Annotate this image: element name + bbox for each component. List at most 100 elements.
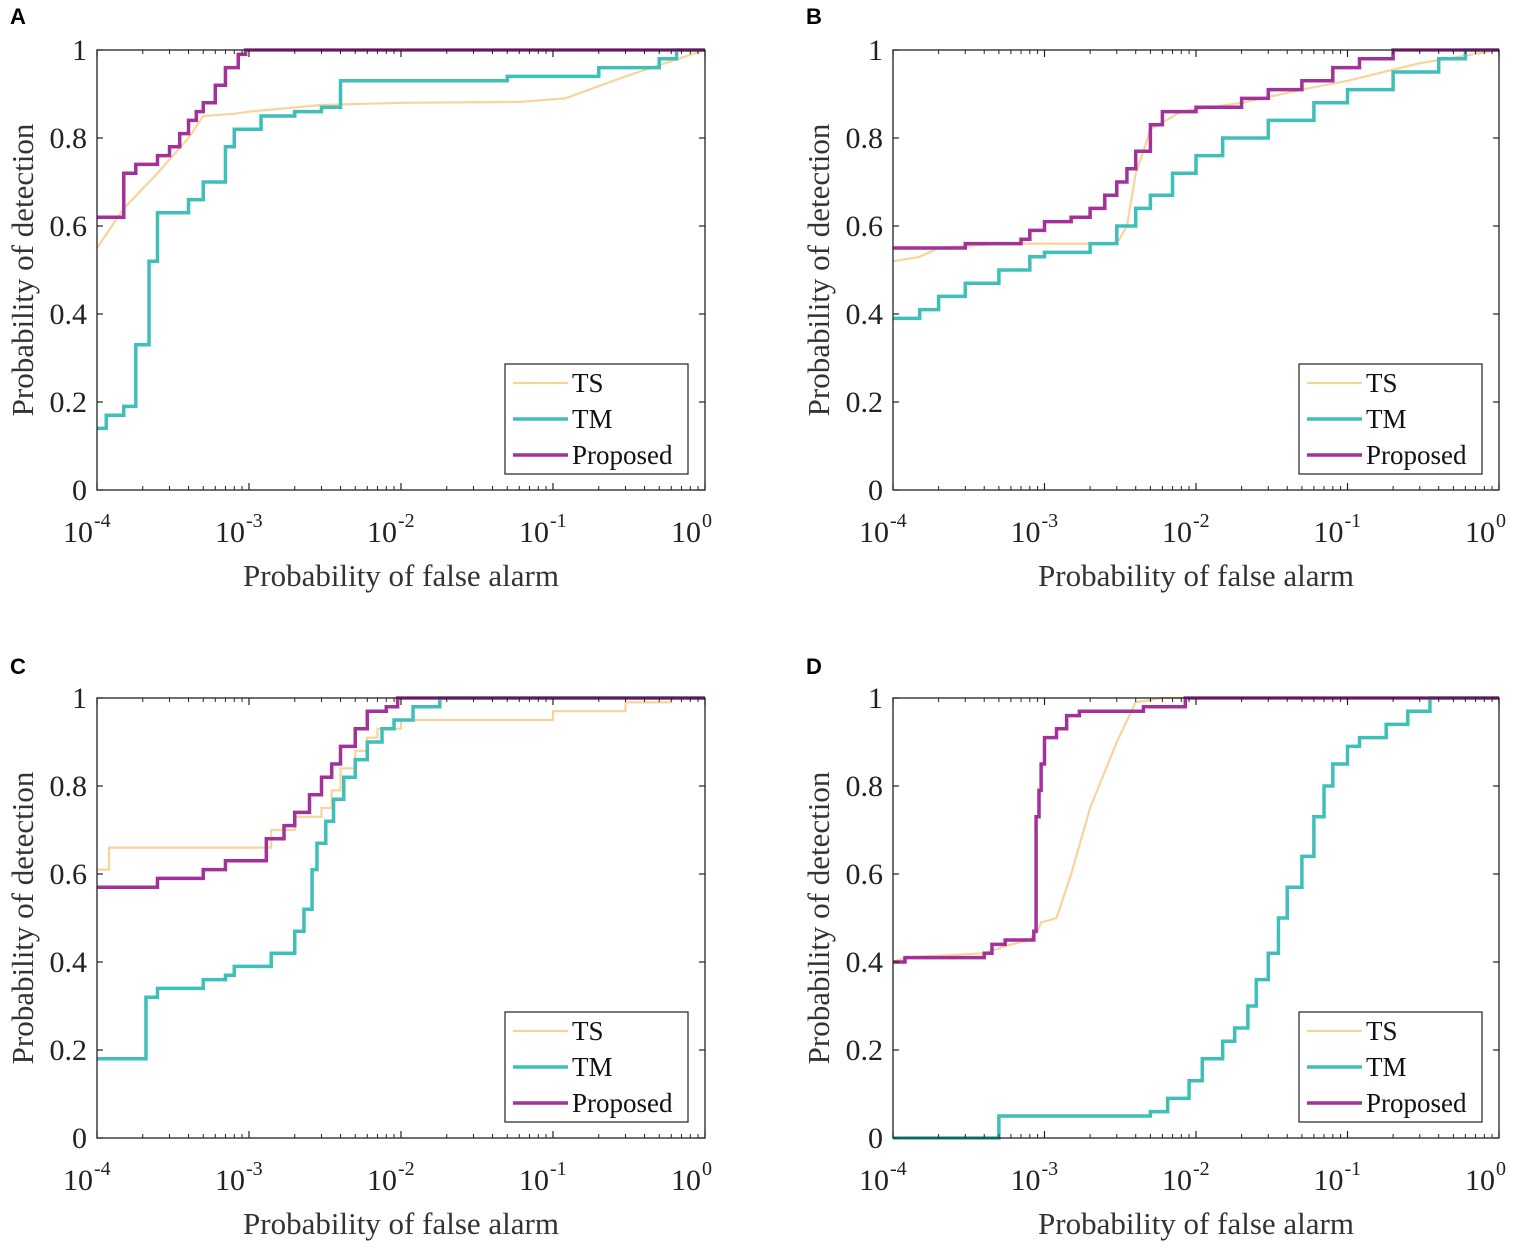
series-line-tm: [893, 696, 1499, 1140]
x-tick-exponent: 0: [1496, 1158, 1506, 1180]
legend: TS TM Proposed: [1298, 1011, 1483, 1123]
panel-letter: D: [806, 654, 822, 679]
legend-label: TM: [1366, 1052, 1407, 1082]
y-tick-label: 0: [868, 474, 883, 507]
x-tick-base: 10: [1011, 516, 1041, 549]
legend-label: Proposed: [572, 1088, 673, 1118]
legend-label: TM: [572, 404, 613, 434]
x-tick-label: 10 -2: [1162, 510, 1210, 549]
y-tick-label: 0.6: [50, 210, 88, 243]
x-tick-label: 10 0: [1465, 510, 1506, 549]
x-tick-exponent: -1: [550, 1158, 567, 1180]
x-tick-exponent: -3: [246, 510, 263, 532]
x-tick-label: 10 0: [671, 1158, 712, 1197]
x-tick-base: 10: [519, 516, 549, 549]
x-tick-exponent: -2: [398, 1158, 415, 1180]
x-tick-base: 10: [1465, 516, 1495, 549]
legend-label: TM: [1366, 404, 1407, 434]
x-tick-label: 10 -1: [1314, 510, 1362, 549]
x-tick-exponent: -1: [1345, 510, 1362, 532]
panel-letter: A: [10, 4, 26, 29]
series-line-ts: [893, 48, 1499, 263]
y-tick-label: 0.2: [846, 1034, 884, 1067]
x-tick-base: 10: [859, 516, 889, 549]
y-tick-label: 0.2: [846, 386, 884, 419]
y-tick-label: 0.8: [846, 770, 884, 803]
x-axis-label: Probability of false alarm: [1038, 558, 1354, 593]
x-tick-base: 10: [63, 1164, 93, 1197]
x-tick-base: 10: [215, 516, 245, 549]
y-tick-label: 1: [72, 682, 87, 715]
x-tick-exponent: -2: [1193, 510, 1210, 532]
legend-label: Proposed: [1366, 440, 1467, 470]
x-tick-label: 10 -1: [519, 510, 567, 549]
x-tick-label: 10 -4: [63, 1158, 111, 1197]
legend: TS TM Proposed: [504, 1011, 689, 1123]
legend-label: TS: [572, 1016, 604, 1046]
legend-label: TS: [1366, 368, 1398, 398]
series-line-tm: [97, 48, 705, 431]
series-line-proposed: [97, 696, 705, 889]
y-tick-label: 0: [72, 1122, 87, 1155]
legend-label: Proposed: [572, 440, 673, 470]
x-tick-exponent: 0: [702, 510, 712, 532]
x-tick-exponent: -4: [94, 510, 111, 532]
legend-label: TS: [572, 368, 604, 398]
x-tick-label: 10 -2: [1162, 1158, 1210, 1197]
panel-letter: C: [10, 654, 26, 679]
x-tick-exponent: 0: [1496, 510, 1506, 532]
series-line-proposed: [893, 48, 1499, 250]
y-axis-label: Probability of detection: [5, 771, 40, 1064]
y-tick-label: 0.2: [50, 1034, 88, 1067]
x-tick-label: 10 -2: [367, 510, 415, 549]
x-tick-label: 10 -4: [859, 1158, 907, 1197]
y-tick-label: 0.4: [50, 946, 88, 979]
y-tick-label: 0.4: [846, 946, 884, 979]
x-tick-exponent: -1: [550, 510, 567, 532]
legend-label: TM: [572, 1052, 613, 1082]
x-tick-exponent: -4: [890, 510, 907, 532]
x-tick-base: 10: [859, 1164, 889, 1197]
legend: TS TM Proposed: [1298, 363, 1483, 475]
x-tick-base: 10: [671, 1164, 701, 1197]
legend-label: Proposed: [1366, 1088, 1467, 1118]
y-axis-label: Probability of detection: [801, 123, 836, 416]
x-axis-label: Probability of false alarm: [243, 1206, 559, 1241]
y-axis-label: Probability of detection: [801, 771, 836, 1064]
x-tick-label: 10 -2: [367, 1158, 415, 1197]
x-tick-base: 10: [1314, 516, 1344, 549]
x-tick-exponent: -2: [1193, 1158, 1210, 1180]
x-tick-base: 10: [519, 1164, 549, 1197]
x-tick-base: 10: [1162, 516, 1192, 549]
series-line-ts: [97, 48, 705, 249]
x-tick-base: 10: [367, 1164, 397, 1197]
x-tick-label: 10 0: [671, 510, 712, 549]
x-tick-base: 10: [63, 516, 93, 549]
x-tick-label: 10 0: [1465, 1158, 1506, 1197]
x-tick-exponent: -1: [1345, 1158, 1362, 1180]
x-tick-base: 10: [671, 516, 701, 549]
x-tick-exponent: -4: [94, 1158, 111, 1180]
x-tick-exponent: -2: [398, 510, 415, 532]
series-line-tm: [893, 48, 1499, 321]
x-tick-base: 10: [1011, 1164, 1041, 1197]
x-axis-label: Probability of false alarm: [243, 558, 559, 593]
x-tick-label: 10 -3: [215, 510, 263, 549]
x-tick-label: 10 -1: [519, 1158, 567, 1197]
y-tick-label: 0.8: [50, 122, 88, 155]
x-tick-exponent: -3: [1042, 1158, 1059, 1180]
x-axis-label: Probability of false alarm: [1038, 1206, 1354, 1241]
y-tick-label: 1: [72, 34, 87, 67]
y-tick-label: 0.8: [50, 770, 88, 803]
y-tick-label: 0.8: [846, 122, 884, 155]
y-tick-label: 1: [868, 682, 883, 715]
x-tick-label: 10 -4: [859, 510, 907, 549]
y-axis-label: Probability of detection: [5, 123, 40, 416]
y-tick-label: 0: [72, 474, 87, 507]
legend: TS TM Proposed: [504, 363, 689, 475]
